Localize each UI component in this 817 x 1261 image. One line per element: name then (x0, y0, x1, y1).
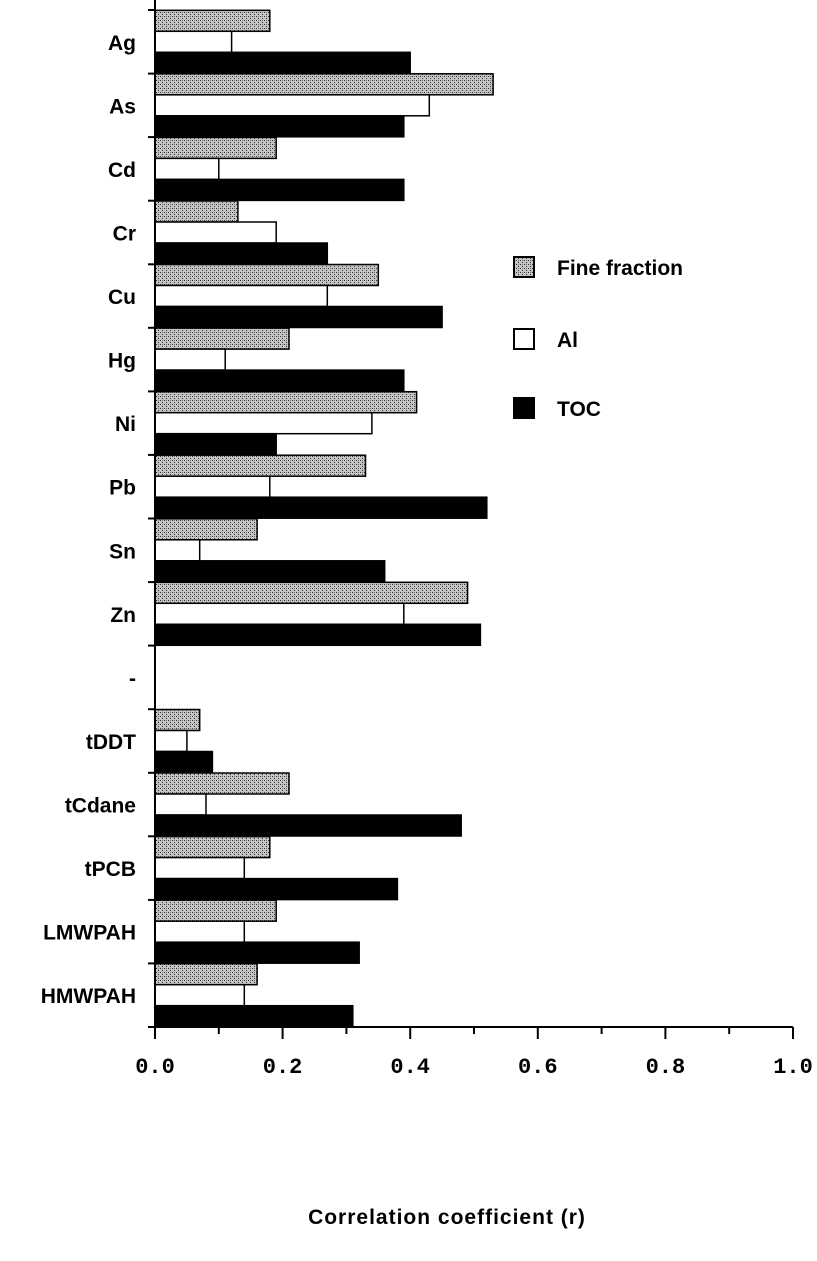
legend-swatch-al (513, 328, 535, 350)
category-label: tPCB (85, 858, 136, 881)
category-label: Cd (108, 159, 136, 182)
category-label: As (109, 95, 136, 118)
bar-toc-lmwpah (154, 941, 360, 964)
bar-toc-cr (154, 242, 329, 265)
x-tick-label: 0.8 (646, 1055, 686, 1080)
bar-al-hmwpah (154, 983, 246, 1007)
legend-label-fine-fraction: Fine fraction (557, 257, 683, 280)
legend: Fine fraction Al TOC (513, 256, 683, 421)
bar-fine-fraction-ag (154, 9, 271, 33)
bar-al-tpcb (154, 856, 246, 880)
bar-al-ni (154, 411, 373, 435)
bar-fine-fraction-cr (154, 200, 239, 223)
bar-al-cu (154, 284, 329, 308)
bar-al-tddt (154, 729, 188, 753)
bar-al-tcdane (154, 793, 207, 816)
bar-fine-fraction-hg (154, 327, 290, 350)
legend-label-al: Al (557, 329, 578, 352)
bar-fine-fraction-sn (154, 518, 258, 541)
bar-al-ag (154, 30, 233, 54)
category-label: Cu (108, 286, 136, 309)
x-tick-label: 0.4 (390, 1055, 430, 1080)
bar-toc-hg (154, 369, 405, 392)
bars-layer (154, 9, 494, 1028)
category-label: Hg (108, 350, 136, 373)
bar-al-lmwpah (154, 920, 246, 943)
x-tick-label: 0.6 (518, 1055, 558, 1080)
bar-fine-fraction-cd (154, 136, 277, 160)
bar-toc-cu (154, 305, 443, 329)
category-label: HMWPAH (41, 985, 136, 1008)
bar-al-cr (154, 221, 277, 244)
bar-toc-tpcb (154, 877, 399, 901)
bar-toc-as (154, 115, 405, 138)
x-tick-label: 1.0 (773, 1055, 813, 1080)
category-label: Ni (115, 413, 136, 436)
bar-fine-fraction-zn (154, 581, 469, 605)
bar-fine-fraction-tpcb (154, 835, 271, 859)
bar-toc-sn (154, 560, 386, 583)
bar-toc-zn (154, 623, 482, 647)
bar-fine-fraction-tcdane (154, 772, 290, 795)
bar-fine-fraction-hmwpah (154, 962, 258, 986)
category-label: - (129, 667, 136, 690)
category-label: Ag (108, 32, 136, 55)
bar-al-as (154, 94, 431, 117)
bar-toc-tcdane (154, 814, 462, 837)
labels-layer: Ag As Cd Cr Cu Hg Ni Pb Sn Zn - tDDT tCdane tPCB LMWPA… (41, 32, 813, 1080)
bar-toc-tddt (154, 750, 214, 774)
category-label: LMWPAH (43, 922, 136, 945)
bar-fine-fraction-lmwpah (154, 899, 277, 922)
bar-al-hg (154, 348, 226, 371)
x-axis-title: Correlation coefficient (r) (308, 1206, 586, 1229)
x-tick-label: 0.0 (135, 1055, 175, 1080)
bar-toc-ag (154, 51, 411, 75)
bar-toc-hmwpah (154, 1004, 354, 1028)
bar-al-pb (154, 475, 271, 498)
bar-fine-fraction-ni (154, 390, 418, 414)
bar-fine-fraction-pb (154, 454, 367, 477)
bar-toc-pb (154, 496, 488, 519)
x-tick-label: 0.2 (263, 1055, 303, 1080)
legend-swatch-toc (513, 397, 535, 419)
legend-swatch-fine-fraction (513, 256, 535, 278)
category-label: Pb (109, 477, 136, 500)
bar-al-sn (154, 539, 201, 562)
legend-label-toc: TOC (557, 398, 601, 421)
bar-toc-ni (154, 432, 277, 456)
category-label: Zn (110, 604, 136, 627)
bar-fine-fraction-tddt (154, 708, 201, 732)
category-label: tDDT (86, 731, 136, 754)
bar-toc-cd (154, 178, 405, 202)
category-label: Cr (113, 223, 136, 246)
bar-al-cd (154, 157, 220, 181)
category-label: tCdane (65, 795, 136, 818)
axis-layer (148, 0, 794, 1039)
category-label: Sn (109, 540, 136, 563)
bar-al-zn (154, 602, 405, 626)
bar-fine-fraction-as (154, 73, 494, 96)
bar-fine-fraction-cu (154, 263, 380, 287)
